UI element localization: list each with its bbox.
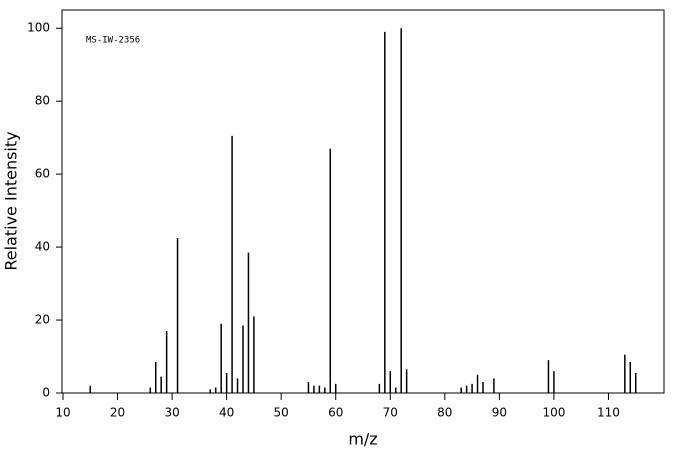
x-tick-label: 20 [110,406,125,420]
x-tick-label: 100 [542,406,565,420]
annotation: MS-IW-2356 [86,36,140,46]
plot-frame [61,9,665,394]
y-tick-label: 0 [42,386,50,400]
x-tick-label: 70 [383,406,398,420]
x-tick-label: 40 [219,406,234,420]
x-tick-label: 60 [328,406,343,420]
y-tick-label: 100 [27,21,50,35]
x-tick-label: 90 [492,406,507,420]
x-tick-label: 110 [597,406,620,420]
x-tick-label: 10 [55,406,70,420]
y-tick-label: 40 [35,240,50,254]
x-axis-label: m/z [348,430,377,449]
x-tick-label: 80 [437,406,452,420]
y-tick-label: 80 [35,94,50,108]
y-axis-label: Relative Intensity [2,131,21,270]
y-tick-label: 20 [35,313,50,327]
y-tick-label: 60 [35,167,50,181]
x-tick-label: 30 [164,406,179,420]
x-tick-label: 50 [274,406,289,420]
